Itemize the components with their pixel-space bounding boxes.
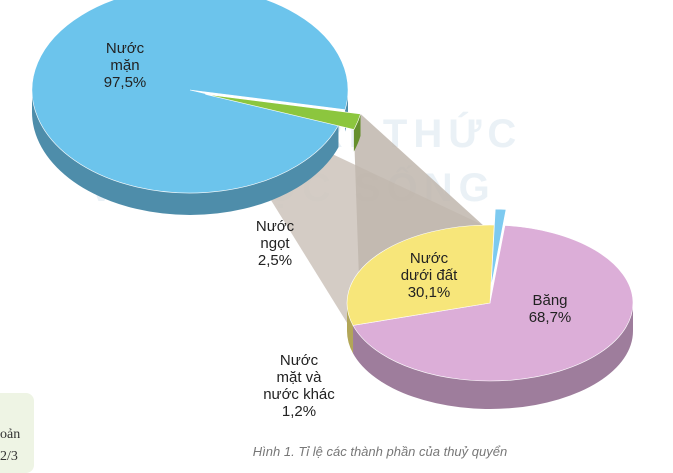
figure-caption: Hình 1. Tỉ lệ các thành phần của thuỷ qu… <box>252 444 508 459</box>
label-surface-water-line-3: nước khác <box>263 386 335 403</box>
label-salt-water-line-2: mặn <box>110 57 140 74</box>
label-salt-water: Nước mặn 97,5% <box>70 40 180 91</box>
slice-ice-side <box>353 303 633 409</box>
side-note-box <box>0 393 34 473</box>
slice-groundwater-side <box>347 303 354 354</box>
label-groundwater-line-2: dưới đất <box>400 267 458 284</box>
label-fresh-water-line-1: Nước <box>255 218 295 235</box>
label-surface-water-value: 1,2% <box>281 403 317 420</box>
label-surface-water: Nước mặt và nước khác 1,2% <box>244 352 354 420</box>
slice-salt-water-side <box>32 90 339 216</box>
slice-fresh-water <box>205 93 361 130</box>
label-salt-water-line-1: Nước <box>105 40 145 57</box>
pie-chart-total-water <box>31 0 361 216</box>
label-ice-line-1: Băng <box>532 292 568 309</box>
label-groundwater: Nước dưới đất 30,1% <box>374 250 484 301</box>
slice-ice <box>352 225 634 382</box>
pie-chart-fresh-water <box>346 208 634 409</box>
label-ice-value: 68,7% <box>528 309 572 326</box>
label-fresh-water: Nước ngọt 2,5% <box>220 218 330 269</box>
side-note-line-1: oản <box>0 427 21 442</box>
slice-fresh-water-side <box>353 113 361 152</box>
label-surface-water-line-1: Nước <box>279 352 319 369</box>
side-note-line-2: 2/3 <box>0 449 18 464</box>
label-fresh-water-line-2: ngọt <box>260 235 290 252</box>
label-salt-water-value: 97,5% <box>103 74 147 91</box>
label-groundwater-value: 30,1% <box>407 284 451 301</box>
label-surface-water-line-2: mặt và <box>276 369 322 386</box>
label-fresh-water-value: 2,5% <box>257 252 293 269</box>
label-ice: Băng 68,7% <box>505 292 595 326</box>
slice-surface-water <box>490 208 507 288</box>
slice-groundwater <box>346 224 495 326</box>
label-groundwater-line-1: Nước <box>409 250 449 267</box>
slice-salt-water <box>31 0 349 194</box>
